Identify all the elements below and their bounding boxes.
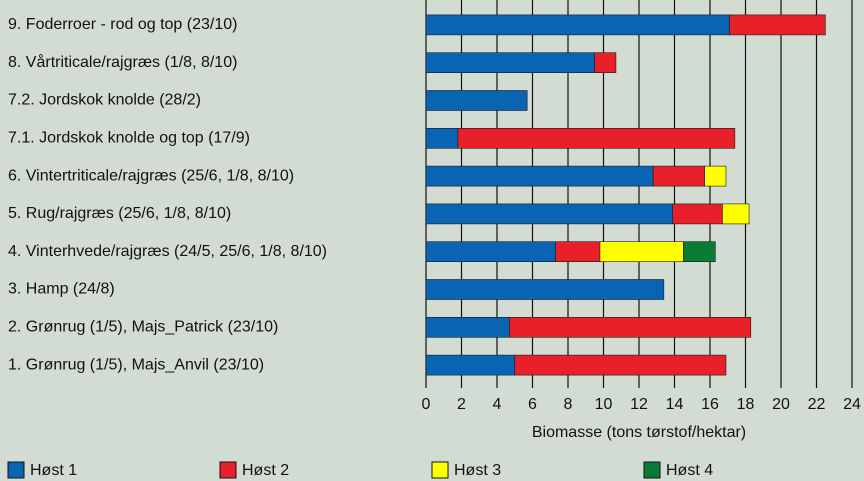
x-tick-label: 16	[701, 396, 719, 413]
x-tick-label: 18	[737, 396, 755, 413]
bar-segment	[672, 203, 723, 225]
bar-segment	[425, 316, 510, 338]
bar-segment	[704, 165, 727, 187]
y-tick-label: 7.2. Jordskok knolde (28/2)	[8, 92, 201, 109]
bar-segment	[425, 279, 665, 300]
y-tick-label: 4. Vinterhvede/rajgræs (24/5, 25/6, 1/8,…	[8, 243, 327, 260]
x-tick-label: 22	[808, 396, 826, 413]
x-tick-label: 12	[630, 396, 648, 413]
x-tick-label: 8	[564, 396, 573, 413]
bar-segment	[594, 52, 617, 74]
legend-swatch	[643, 461, 661, 479]
bar-segment	[457, 128, 736, 149]
bar-segment	[514, 354, 727, 376]
bar-segment	[425, 128, 459, 149]
bar-segment	[722, 203, 750, 225]
bar-segment	[729, 14, 826, 36]
x-tick-label: 14	[666, 396, 684, 413]
x-tick-label: 2	[457, 396, 466, 413]
x-tick-label: 20	[772, 396, 790, 413]
bar-segment	[425, 241, 556, 262]
legend-label: Høst 2	[242, 462, 289, 479]
x-tick-label: 6	[528, 396, 537, 413]
bar-segment	[555, 241, 601, 262]
x-tick-label: 0	[422, 396, 431, 413]
x-tick-label: 4	[493, 396, 502, 413]
legend-label: Høst 1	[30, 462, 77, 479]
bar-segment	[425, 90, 528, 111]
bar-segment	[652, 165, 705, 187]
y-tick-label: 8. Vårtriticale/rajgræs (1/8, 8/10)	[8, 53, 237, 71]
y-tick-label: 7.1. Jordskok knolde og top (17/9)	[8, 130, 250, 147]
bar-segment	[509, 316, 752, 338]
y-tick-label: 3. Hamp (24/8)	[8, 281, 115, 298]
y-tick-label: 2. Grønrug (1/5), Majs_Patrick (23/10)	[8, 319, 278, 336]
legend-swatch	[7, 461, 25, 479]
x-tick-label: 24	[843, 396, 861, 413]
bar-segment	[425, 354, 516, 376]
legend-label: Høst 4	[666, 462, 713, 479]
y-tick-label: 6. Vintertriticale/rajgræs (25/6, 1/8, 8…	[8, 167, 294, 184]
bar-segment	[425, 52, 595, 74]
bar-segment	[425, 14, 730, 36]
x-tick-label: 10	[595, 396, 613, 413]
legend-swatch	[431, 461, 449, 479]
legend-label: Høst 3	[454, 462, 501, 479]
y-tick-label: 1. Grønrug (1/5), Majs_Anvil (23/10)	[8, 356, 264, 373]
bar-segment	[425, 203, 674, 225]
bar-segment	[683, 241, 716, 262]
y-tick-label: 5. Rug/rajgræs (25/6, 1/8, 8/10)	[8, 205, 231, 222]
legend-swatch	[219, 461, 237, 479]
y-tick-label: 9. Foderroer - rod og top (23/10)	[8, 16, 237, 33]
bar-segment	[599, 241, 684, 262]
x-axis-label: Biomasse (tons tørstof/hektar)	[532, 424, 746, 441]
bar-segment	[425, 165, 654, 187]
